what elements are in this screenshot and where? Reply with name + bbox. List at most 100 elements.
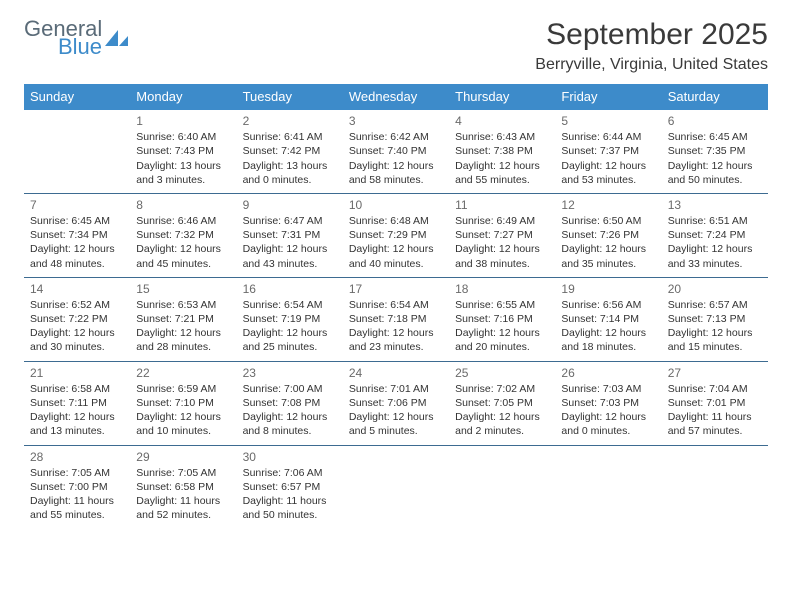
weekday-label: Monday (130, 84, 236, 110)
week-row: 1Sunrise: 6:40 AMSunset: 7:43 PMDaylight… (24, 110, 768, 194)
logo: General Blue (24, 18, 130, 58)
day-number: 2 (243, 113, 337, 129)
daylight-line: Daylight: 12 hours and 28 minutes. (136, 326, 230, 354)
weekday-label: Wednesday (343, 84, 449, 110)
daylight-line: Daylight: 12 hours and 2 minutes. (455, 410, 549, 438)
sunrise-line: Sunrise: 6:40 AM (136, 130, 230, 144)
daylight-line: Daylight: 13 hours and 3 minutes. (136, 159, 230, 187)
sunrise-line: Sunrise: 6:52 AM (30, 298, 124, 312)
daylight-line: Daylight: 12 hours and 18 minutes. (561, 326, 655, 354)
day-number: 20 (668, 281, 762, 297)
day-cell (662, 446, 768, 529)
day-number: 12 (561, 197, 655, 213)
sunset-line: Sunset: 7:26 PM (561, 228, 655, 242)
daylight-line: Daylight: 12 hours and 0 minutes. (561, 410, 655, 438)
sunrise-line: Sunrise: 6:56 AM (561, 298, 655, 312)
sunset-line: Sunset: 7:18 PM (349, 312, 443, 326)
day-cell: 30Sunrise: 7:06 AMSunset: 6:57 PMDayligh… (237, 446, 343, 529)
sunset-line: Sunset: 7:37 PM (561, 144, 655, 158)
week-row: 7Sunrise: 6:45 AMSunset: 7:34 PMDaylight… (24, 194, 768, 278)
day-number: 29 (136, 449, 230, 465)
day-cell: 16Sunrise: 6:54 AMSunset: 7:19 PMDayligh… (237, 278, 343, 361)
weekday-label: Saturday (662, 84, 768, 110)
sunrise-line: Sunrise: 7:02 AM (455, 382, 549, 396)
daylight-line: Daylight: 11 hours and 57 minutes. (668, 410, 762, 438)
title-block: September 2025 Berryville, Virginia, Uni… (535, 18, 768, 74)
day-cell: 4Sunrise: 6:43 AMSunset: 7:38 PMDaylight… (449, 110, 555, 193)
sunset-line: Sunset: 7:14 PM (561, 312, 655, 326)
day-cell (24, 110, 130, 193)
daylight-line: Daylight: 12 hours and 30 minutes. (30, 326, 124, 354)
day-number: 30 (243, 449, 337, 465)
weekday-label: Thursday (449, 84, 555, 110)
day-number: 9 (243, 197, 337, 213)
sunset-line: Sunset: 7:08 PM (243, 396, 337, 410)
sunset-line: Sunset: 7:40 PM (349, 144, 443, 158)
daylight-line: Daylight: 12 hours and 38 minutes. (455, 242, 549, 270)
header: General Blue September 2025 Berryville, … (24, 18, 768, 74)
day-number: 6 (668, 113, 762, 129)
sunrise-line: Sunrise: 6:59 AM (136, 382, 230, 396)
weekday-header: Sunday Monday Tuesday Wednesday Thursday… (24, 84, 768, 110)
day-cell: 18Sunrise: 6:55 AMSunset: 7:16 PMDayligh… (449, 278, 555, 361)
sunset-line: Sunset: 7:32 PM (136, 228, 230, 242)
sunrise-line: Sunrise: 6:58 AM (30, 382, 124, 396)
sunset-line: Sunset: 7:19 PM (243, 312, 337, 326)
sunset-line: Sunset: 7:10 PM (136, 396, 230, 410)
daylight-line: Daylight: 11 hours and 55 minutes. (30, 494, 124, 522)
day-number: 26 (561, 365, 655, 381)
day-cell: 6Sunrise: 6:45 AMSunset: 7:35 PMDaylight… (662, 110, 768, 193)
day-number: 22 (136, 365, 230, 381)
daylight-line: Daylight: 12 hours and 58 minutes. (349, 159, 443, 187)
sunset-line: Sunset: 7:01 PM (668, 396, 762, 410)
day-cell: 22Sunrise: 6:59 AMSunset: 7:10 PMDayligh… (130, 362, 236, 445)
daylight-line: Daylight: 12 hours and 23 minutes. (349, 326, 443, 354)
sunrise-line: Sunrise: 6:54 AM (243, 298, 337, 312)
logo-text-stack: General Blue (24, 18, 102, 58)
day-number: 13 (668, 197, 762, 213)
daylight-line: Daylight: 12 hours and 15 minutes. (668, 326, 762, 354)
day-number: 16 (243, 281, 337, 297)
day-cell: 13Sunrise: 6:51 AMSunset: 7:24 PMDayligh… (662, 194, 768, 277)
day-cell: 7Sunrise: 6:45 AMSunset: 7:34 PMDaylight… (24, 194, 130, 277)
day-cell: 24Sunrise: 7:01 AMSunset: 7:06 PMDayligh… (343, 362, 449, 445)
sunset-line: Sunset: 7:06 PM (349, 396, 443, 410)
daylight-line: Daylight: 12 hours and 10 minutes. (136, 410, 230, 438)
weekday-label: Tuesday (237, 84, 343, 110)
sunrise-line: Sunrise: 6:46 AM (136, 214, 230, 228)
sunrise-line: Sunrise: 6:57 AM (668, 298, 762, 312)
daylight-line: Daylight: 12 hours and 35 minutes. (561, 242, 655, 270)
daylight-line: Daylight: 11 hours and 50 minutes. (243, 494, 337, 522)
week-row: 21Sunrise: 6:58 AMSunset: 7:11 PMDayligh… (24, 362, 768, 446)
sunset-line: Sunset: 7:34 PM (30, 228, 124, 242)
day-cell: 28Sunrise: 7:05 AMSunset: 7:00 PMDayligh… (24, 446, 130, 529)
day-cell: 11Sunrise: 6:49 AMSunset: 7:27 PMDayligh… (449, 194, 555, 277)
day-number: 11 (455, 197, 549, 213)
sunset-line: Sunset: 7:27 PM (455, 228, 549, 242)
calendar: Sunday Monday Tuesday Wednesday Thursday… (24, 84, 768, 528)
sunrise-line: Sunrise: 6:47 AM (243, 214, 337, 228)
daylight-line: Daylight: 12 hours and 48 minutes. (30, 242, 124, 270)
weeks-container: 1Sunrise: 6:40 AMSunset: 7:43 PMDaylight… (24, 110, 768, 528)
daylight-line: Daylight: 11 hours and 52 minutes. (136, 494, 230, 522)
daylight-line: Daylight: 12 hours and 50 minutes. (668, 159, 762, 187)
month-title: September 2025 (535, 18, 768, 52)
sunset-line: Sunset: 7:11 PM (30, 396, 124, 410)
day-number: 3 (349, 113, 443, 129)
day-number: 24 (349, 365, 443, 381)
day-cell: 19Sunrise: 6:56 AMSunset: 7:14 PMDayligh… (555, 278, 661, 361)
day-number: 5 (561, 113, 655, 129)
sunrise-line: Sunrise: 7:00 AM (243, 382, 337, 396)
sunrise-line: Sunrise: 6:55 AM (455, 298, 549, 312)
daylight-line: Daylight: 13 hours and 0 minutes. (243, 159, 337, 187)
day-number: 10 (349, 197, 443, 213)
day-number: 28 (30, 449, 124, 465)
sunset-line: Sunset: 7:24 PM (668, 228, 762, 242)
sunrise-line: Sunrise: 6:53 AM (136, 298, 230, 312)
sunrise-line: Sunrise: 7:06 AM (243, 466, 337, 480)
sunset-line: Sunset: 7:03 PM (561, 396, 655, 410)
day-number: 4 (455, 113, 549, 129)
sunrise-line: Sunrise: 6:54 AM (349, 298, 443, 312)
day-cell: 25Sunrise: 7:02 AMSunset: 7:05 PMDayligh… (449, 362, 555, 445)
sunrise-line: Sunrise: 6:51 AM (668, 214, 762, 228)
